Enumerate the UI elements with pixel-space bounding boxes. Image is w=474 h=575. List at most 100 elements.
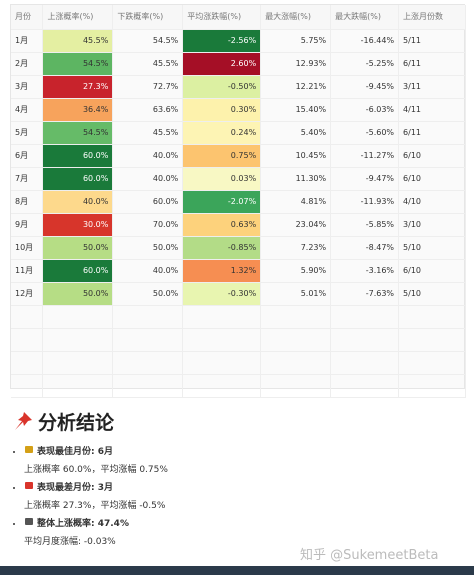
table-cell: 6/10	[398, 144, 466, 168]
empty-cell	[112, 374, 184, 398]
table-cell: 12.93%	[260, 52, 332, 76]
taskbar	[0, 566, 474, 575]
empty-cell	[330, 374, 400, 398]
table-cell: 27.3%	[42, 75, 114, 99]
table-cell: -5.85%	[330, 213, 400, 237]
table-cell: 8月	[11, 190, 44, 214]
table-cell: 5/10	[398, 282, 466, 306]
table-cell: -7.63%	[330, 282, 400, 306]
empty-cell	[11, 305, 44, 329]
table-row: 3月 27.3% 72.7% -0.50% 12.21% -9.45% 3/11	[11, 75, 466, 99]
item-detail: 上涨概率 27.3%，平均涨幅 -0.5%	[24, 501, 166, 511]
empty-cell	[42, 351, 114, 375]
table-cell: 54.5%	[112, 29, 184, 53]
table-cell: 50.0%	[112, 282, 184, 306]
table-cell: 2月	[11, 52, 44, 76]
table-cell: -8.47%	[330, 236, 400, 260]
empty-row	[11, 328, 466, 352]
table-row: 11月 60.0% 40.0% 1.32% 5.90% -3.16% 6/10	[11, 259, 466, 283]
table-cell: 15.40%	[260, 98, 332, 122]
table-cell: 4.81%	[260, 190, 332, 214]
table-cell: 11.30%	[260, 167, 332, 191]
table-cell: 0.63%	[182, 213, 262, 237]
table-cell: -6.03%	[330, 98, 400, 122]
empty-row	[11, 374, 466, 398]
table-cell: 60.0%	[42, 167, 114, 191]
table-cell: 10月	[11, 236, 44, 260]
column-header: 上涨月份数	[398, 5, 466, 30]
empty-cell	[260, 374, 332, 398]
table-cell: 40.0%	[42, 190, 114, 214]
table-row: 8月 40.0% 60.0% -2.07% 4.81% -11.93% 4/10	[11, 190, 466, 214]
table-row: 1月 45.5% 54.5% -2.56% 5.75% -16.44% 5/11	[11, 29, 466, 53]
table-cell: 5.40%	[260, 121, 332, 145]
table-cell: 5.90%	[260, 259, 332, 283]
table-cell: 3月	[11, 75, 44, 99]
table-cell: 1月	[11, 29, 44, 53]
empty-cell	[112, 351, 184, 375]
table-cell: -0.30%	[182, 282, 262, 306]
table-cell: 4/10	[398, 190, 466, 214]
table-row: 2月 54.5% 45.5% 2.60% 12.93% -5.25% 6/11	[11, 52, 466, 76]
table-cell: 54.5%	[42, 52, 114, 76]
table-cell: 5.01%	[260, 282, 332, 306]
empty-cell	[182, 328, 262, 352]
table-cell: 45.5%	[112, 52, 184, 76]
table-cell: 4/11	[398, 98, 466, 122]
empty-cell	[398, 305, 466, 329]
empty-cell	[42, 305, 114, 329]
table-cell: 0.24%	[182, 121, 262, 145]
empty-cell	[182, 351, 262, 375]
column-header: 最大涨幅(%)	[260, 5, 332, 30]
table-row: 7月 60.0% 40.0% 0.03% 11.30% -9.47% 6/10	[11, 167, 466, 191]
table-cell: 60.0%	[42, 259, 114, 283]
table-cell: 1.32%	[182, 259, 262, 283]
table-cell: 50.0%	[42, 282, 114, 306]
table-cell: 3/11	[398, 75, 466, 99]
table-cell: 60.0%	[42, 144, 114, 168]
table-cell: -2.56%	[182, 29, 262, 53]
empty-cell	[42, 328, 114, 352]
column-header: 最大跌幅(%)	[330, 5, 400, 30]
table-cell: -9.45%	[330, 75, 400, 99]
empty-cell	[260, 328, 332, 352]
item-label: 表现最差月份: 3月	[37, 483, 113, 493]
table-cell: 0.75%	[182, 144, 262, 168]
table: 月份 上涨概率(%) 下跌概率(%) 平均涨跌幅(%) 最大涨幅(%) 最大跌幅(%) 上涨…	[11, 5, 466, 398]
table-cell: 5.75%	[260, 29, 332, 53]
table-cell: 30.0%	[42, 213, 114, 237]
table-cell: -5.60%	[330, 121, 400, 145]
table-cell: -11.93%	[330, 190, 400, 214]
table-cell: 6/11	[398, 52, 466, 76]
column-header: 上涨概率(%)	[42, 5, 114, 30]
table-cell: 72.7%	[112, 75, 184, 99]
empty-cell	[330, 328, 400, 352]
table-cell: 54.5%	[42, 121, 114, 145]
table-cell: 70.0%	[112, 213, 184, 237]
table-row: 9月 30.0% 70.0% 0.63% 23.04% -5.85% 3/10	[11, 213, 466, 237]
item-detail: 平均月度涨幅: -0.03%	[24, 537, 116, 547]
item-icon	[25, 482, 33, 489]
analysis-title: 分析结论	[38, 412, 115, 434]
table-cell: 36.4%	[42, 98, 114, 122]
table-row: 5月 54.5% 45.5% 0.24% 5.40% -5.60% 6/11	[11, 121, 466, 145]
item-detail: 上涨概率 60.0%，平均涨幅 0.75%	[24, 465, 168, 475]
table-cell: 50.0%	[112, 236, 184, 260]
table-cell: 23.04%	[260, 213, 332, 237]
table-cell: 5月	[11, 121, 44, 145]
table-cell: -3.16%	[330, 259, 400, 283]
empty-cell	[398, 328, 466, 352]
empty-cell	[398, 374, 466, 398]
table-cell: -0.85%	[182, 236, 262, 260]
table-cell: -11.27%	[330, 144, 400, 168]
empty-cell	[182, 305, 262, 329]
empty-row	[11, 351, 466, 375]
table-cell: 5/11	[398, 29, 466, 53]
table-cell: -16.44%	[330, 29, 400, 53]
empty-cell	[42, 374, 114, 398]
empty-row	[11, 305, 466, 329]
